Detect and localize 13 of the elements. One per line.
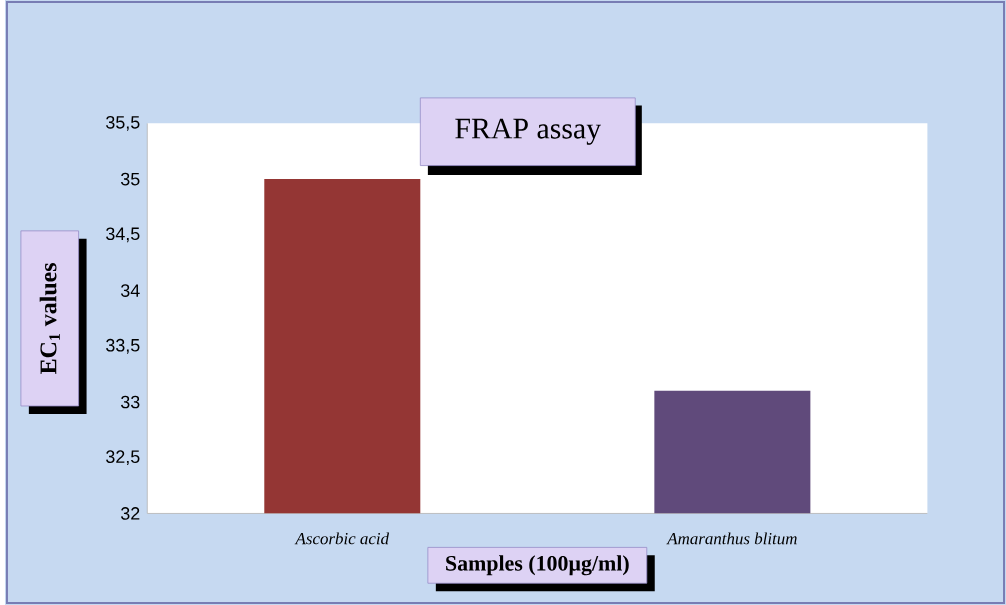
y-tick-label: 33: [121, 395, 140, 409]
y-tick-label: 35: [121, 172, 140, 186]
y-tick-label: 32: [121, 507, 140, 520]
y-tick-label: 34: [121, 284, 140, 297]
chart-title: FRAP assay: [455, 118, 602, 145]
x-axis-title: Samples (100µg/ml): [446, 555, 629, 576]
y-tick-label: 33,5: [106, 338, 140, 354]
y-tick-label: 35,5: [106, 115, 140, 131]
y-tick-label: 32,5: [106, 450, 140, 466]
x-tick-label: Amaranthus blitum: [666, 532, 797, 545]
y-axis-title: EC$_{1}$ values: [39, 263, 60, 374]
x-tick-label: Ascorbic acid: [294, 532, 390, 545]
y-tick-label: 34,5: [106, 227, 140, 243]
